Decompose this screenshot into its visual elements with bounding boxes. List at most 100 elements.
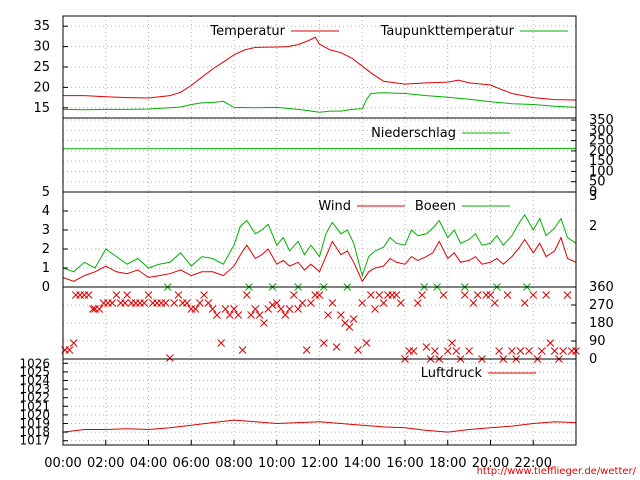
series-line-temperature-1 [62,92,577,113]
ytick-label-precipitation-5: 250 [589,134,614,149]
grid-lines [63,16,576,445]
point-wind-direction-0-57 [298,299,307,307]
series-line-wind-0 [62,236,577,283]
point-wind-direction-0-63 [324,311,332,319]
xtick-label-0: 00:00 [44,456,81,471]
point-wind-direction-0-43 [238,346,247,354]
point-wind-direction-0-12 [108,299,117,307]
point-wind-direction-0-16 [123,291,131,299]
ytick-label-pressure-5: 1022 [19,391,50,405]
point-wind-direction-0-71 [358,299,367,307]
point-wind-direction-0-118 [559,347,568,355]
point-wind-direction-0-37 [213,311,221,319]
point-wind-direction-0-72 [362,339,371,347]
ytick-label-precipitation-3: 150 [589,154,614,169]
point-wind-direction-0-96 [465,347,473,355]
ytick-label-pressure-0: 1017 [19,434,50,448]
xtick-label-6: 12:00 [301,456,338,471]
point-wind-direction-0-66 [337,311,345,319]
ytick-label-temperature-1: 20 [33,80,50,95]
legend-label-temperature-0: Temperatur [209,24,285,39]
right-tick-label-wind-0: 3 [589,189,597,204]
point-wind-direction-0-42 [234,311,243,319]
point-wind-direction-0-2 [69,339,78,347]
xtick-label-2: 04:00 [130,456,167,471]
ytick-label-pressure-7: 1024 [19,374,50,388]
xtick-label-5: 10:00 [258,456,295,471]
series-line-wind-1 [62,213,577,278]
point-wind-direction-0-58 [302,346,311,354]
ytick-label-precipitation-4: 200 [589,144,614,159]
point-wind-direction-0-93 [452,347,461,355]
xtick-label-10: 20:00 [472,456,509,471]
point-wind-direction-0-98 [473,291,482,299]
point-wind-direction-0-27 [170,299,179,307]
point-wind-direction-0-102 [490,299,499,307]
point-wind-direction-0-115 [546,339,555,347]
ytick-label-wind-direction-1: 90 [589,334,606,349]
point-wind-direction-0-92 [448,339,456,347]
point-wind-direction-0-44 [242,291,251,299]
point-wind-direction-0-54 [285,305,294,313]
point-wind-direction-0-62 [319,339,328,347]
point-wind-direction-0-101 [486,291,495,299]
ytick-label-wind-4: 4 [42,204,50,219]
series-line-temperature-0 [63,36,577,101]
point-wind-direction-0-80 [396,299,405,307]
ytick-label-pressure-2: 1019 [19,417,50,431]
point-wind-direction-0-36 [208,305,217,313]
ytick-label-precipitation-7: 350 [589,113,614,128]
point-wind-direction-0-51 [272,299,281,307]
point-wind-direction-0-103 [495,347,503,355]
point-wind-direction-0-25 [161,299,170,307]
point-wind-direction-0-91 [443,347,452,355]
point-wind-direction-0-109 [520,299,529,307]
xtick-label-9: 18:00 [429,456,466,471]
point-wind-direction-0-84 [413,299,422,307]
point-wind-direction-0-33 [195,299,204,307]
right-tick-label-wind-1: 2 [589,219,597,234]
point-wind-direction-0-13 [112,291,121,299]
ytick-label-pressure-8: 1025 [19,365,50,379]
point-wind-direction-0-69 [349,315,358,323]
point-wind-direction-0-55 [289,291,298,299]
point-wind-direction-0-40 [225,311,234,319]
point-wind-direction-0-47 [255,311,264,319]
point-wind-direction-0-6 [84,291,93,299]
ytick-label-pressure-3: 1020 [19,408,50,422]
point-wind-direction-0-70 [354,346,362,354]
point-wind-direction-0-1 [65,346,74,354]
ytick-label-pressure-6: 1023 [19,382,50,396]
point-wind-direction-0-21 [144,291,153,299]
point-wind-direction-0-111 [529,291,538,299]
point-wind-direction-0-110 [525,347,533,355]
legend-label-wind-0: Wind [318,199,351,214]
xtick-label-8: 16:00 [386,456,423,471]
ytick-label-precipitation-1: 50 [589,175,606,190]
ytick-label-wind-direction-2: 180 [589,316,614,331]
xtick-label-11: 22:00 [515,456,552,471]
point-wind-direction-0-59 [307,299,315,307]
ytick-label-pressure-1: 1018 [19,425,50,439]
point-wind-direction-0-9 [95,305,104,313]
ytick-label-wind-direction-0: 0 [589,352,597,367]
point-wind-direction-0-116 [550,347,559,355]
ytick-label-wind-5: 5 [42,185,50,200]
point-wind-direction-0-79 [392,291,401,299]
point-wind-direction-0-86 [422,343,431,351]
point-wind-direction-0-39 [221,305,230,313]
point-wind-direction-0-30 [183,299,191,307]
ytick-label-wind-3: 3 [42,223,50,238]
point-wind-direction-0-73 [366,291,375,299]
point-wind-direction-0-88 [431,347,439,355]
series-line-pressure-0 [62,419,577,433]
xtick-label-1: 02:00 [87,456,124,471]
ytick-label-pressure-4: 1021 [19,399,50,413]
legend-label-precipitation-0: Niederschlag [371,126,456,141]
credit-text: http://www.tiefflieger.de/wetter/ [477,466,637,477]
point-wind-direction-0-38 [217,339,226,347]
point-wind-direction-0-68 [345,323,354,331]
point-wind-direction-0-119 [563,291,572,299]
point-wind-direction-0-76 [379,299,388,307]
